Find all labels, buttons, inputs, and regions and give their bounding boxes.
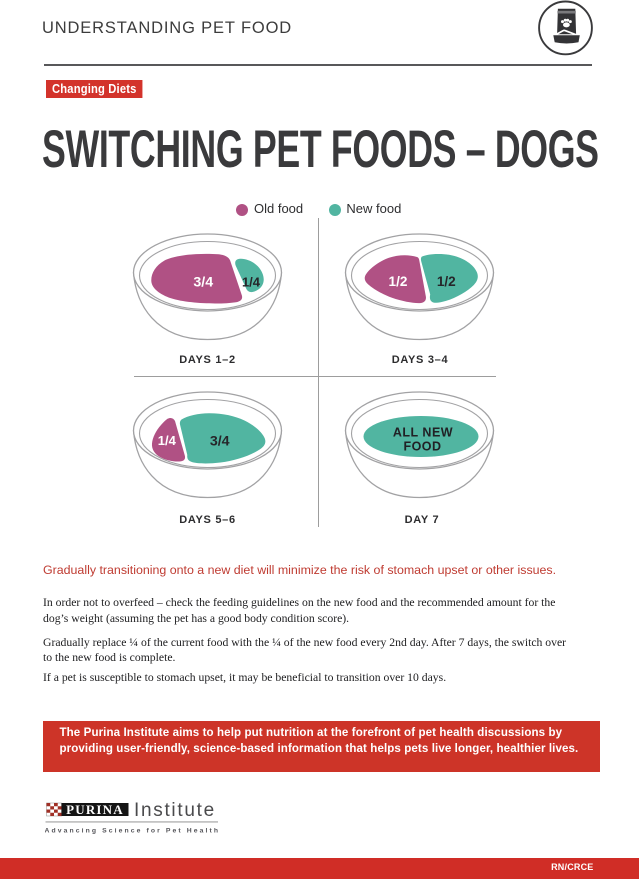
svg-text:Institute: Institute [134,800,216,821]
svg-text:3/4: 3/4 [209,433,229,449]
svg-text:1/2: 1/2 [436,274,455,289]
svg-text:1/2: 1/2 [388,274,407,289]
svg-text:3/4: 3/4 [193,274,213,290]
svg-text:PURINA: PURINA [66,802,124,817]
svg-text:1/4: 1/4 [241,274,260,289]
svg-text:Advancing Science for Pet Heal: Advancing Science for Pet Health [45,828,220,835]
svg-text:FOOD: FOOD [403,440,441,454]
svg-text:1/4: 1/4 [157,433,176,448]
svg-text:ALL NEW: ALL NEW [392,426,452,440]
